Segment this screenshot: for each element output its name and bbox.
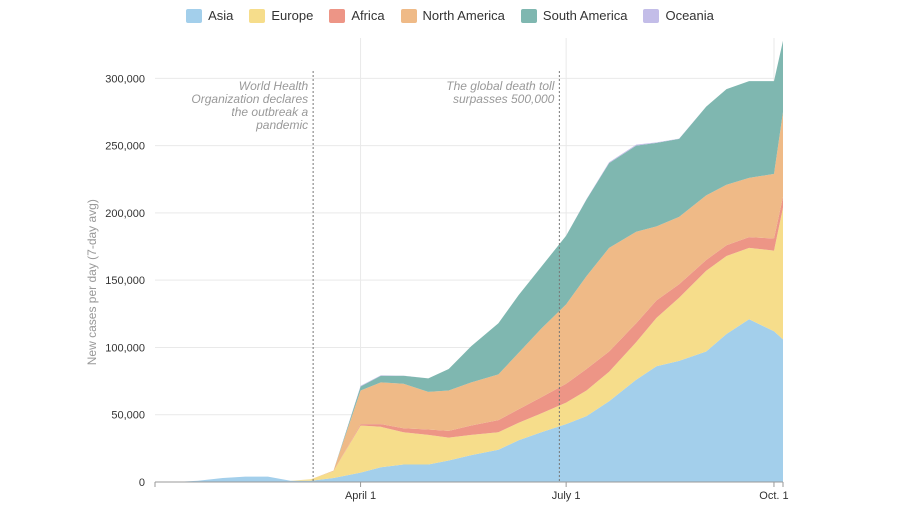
y-tick-label: 150,000 bbox=[105, 275, 145, 287]
stacked-areas bbox=[175, 40, 784, 483]
legend-swatch bbox=[400, 8, 417, 23]
legend-item: Asia bbox=[186, 8, 233, 23]
legend-label: North America bbox=[422, 8, 505, 23]
area-series-south-america bbox=[175, 40, 784, 482]
y-tick-label: 200,000 bbox=[105, 208, 145, 220]
area-series-north-america bbox=[175, 112, 784, 482]
legend-swatch bbox=[520, 8, 537, 23]
y-tick-label: 300,000 bbox=[105, 73, 145, 85]
legend-swatch bbox=[329, 8, 346, 23]
area-series-europe bbox=[175, 207, 784, 482]
legend-item: North America bbox=[400, 8, 505, 23]
legend-label: South America bbox=[542, 8, 628, 23]
area-series-asia bbox=[175, 319, 784, 482]
y-tick-label: 0 bbox=[139, 477, 145, 489]
legend-label: Africa bbox=[351, 8, 385, 23]
y-tick-label: 50,000 bbox=[111, 410, 145, 422]
legend-item: Africa bbox=[329, 8, 385, 23]
legend-swatch bbox=[643, 8, 660, 23]
annotation-text: World Health bbox=[239, 79, 309, 93]
x-tick-label: July 1 bbox=[552, 490, 581, 502]
y-axis-label: New cases per day (7-day avg) bbox=[85, 199, 99, 365]
legend-item: South America bbox=[520, 8, 628, 23]
annotation-text: the outbreak a bbox=[231, 105, 308, 119]
x-tick-label: April 1 bbox=[345, 490, 376, 502]
legend-swatch bbox=[249, 8, 266, 23]
y-tick-label: 100,000 bbox=[105, 342, 145, 354]
annotation-text: The global death toll bbox=[446, 79, 554, 93]
legend-swatch bbox=[186, 8, 203, 23]
legend-label: Asia bbox=[208, 8, 234, 23]
legend-label: Oceania bbox=[665, 8, 714, 23]
legend-item: Oceania bbox=[643, 8, 714, 23]
legend-label: Europe bbox=[271, 8, 314, 23]
annotation-text: pandemic bbox=[255, 118, 308, 132]
legend: Asia Europe Africa North America South Ameri… bbox=[0, 8, 900, 23]
annotation-text: Organization declares bbox=[191, 92, 308, 106]
axes: 0 50,000 100,000 150,000 200,000 250,000 300,0… bbox=[85, 73, 789, 502]
annotation-text: surpasses 500,000 bbox=[453, 92, 555, 106]
legend-item: Europe bbox=[249, 8, 313, 23]
x-tick-label: Oct. 1 bbox=[759, 490, 788, 502]
y-tick-label: 250,000 bbox=[105, 141, 145, 153]
area-series-africa bbox=[175, 196, 784, 483]
